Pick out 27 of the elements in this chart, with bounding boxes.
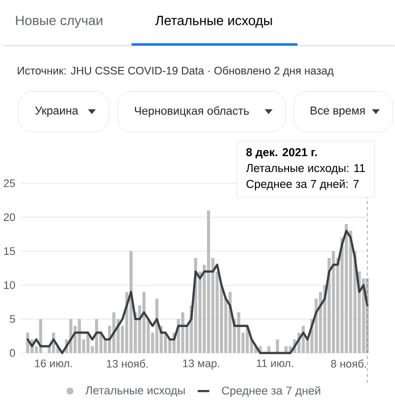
- y-tick-label: 20: [4, 213, 16, 222]
- text: Украина: [35, 106, 78, 117]
- x-tick-label: 13 нояб.: [107, 360, 148, 368]
- y-tick-label: 0: [10, 349, 16, 357]
- text: Новые случаи: [16, 16, 102, 28]
- text: Летальные исходы: 11: [246, 164, 366, 174]
- bar: [344, 224, 348, 354]
- y-tick-label: 10: [4, 281, 16, 289]
- text: Источник: JHU CSSE COVID-19 Data · Обновлено 2 дня назад: [18, 66, 334, 77]
- bar: [78, 319, 82, 354]
- text: Все время: [310, 106, 365, 117]
- y-tick-label: 25: [4, 179, 16, 188]
- annotation: Среднее за 7 дней: 7: [246, 179, 359, 190]
- bar: [276, 339, 280, 354]
- bar: [181, 312, 184, 354]
- bar: [237, 312, 240, 354]
- text: 8 дек. 2021 г.: [246, 148, 317, 158]
- text: Черновицкая область: [135, 106, 249, 118]
- x-tick-label: 13 мар.: [183, 360, 220, 370]
- legend-label: Летальные исходы: [86, 386, 185, 396]
- legend-label: Среднее за 7 дней: [222, 386, 320, 397]
- y-tick-label: 5: [10, 315, 16, 323]
- y-tick-label: 15: [4, 247, 16, 255]
- x-tick-label: 16 июл.: [35, 360, 72, 368]
- chart-title: Летальные исходы: [155, 16, 272, 28]
- x-tick-label: 8 нояб.: [331, 360, 366, 368]
- x-tick-label: 11 июл.: [257, 360, 294, 368]
